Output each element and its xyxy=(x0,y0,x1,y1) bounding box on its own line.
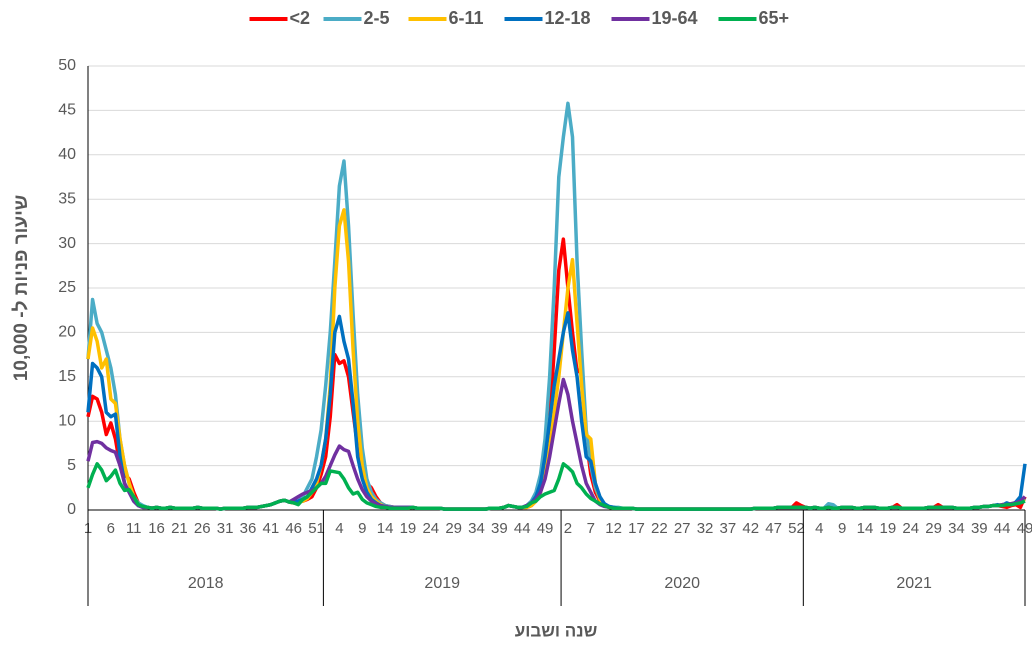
x-tick-label: 16 xyxy=(148,520,165,537)
x-tick-label: 22 xyxy=(651,520,668,537)
x-tick-label: 24 xyxy=(422,520,439,537)
x-tick-label: 46 xyxy=(285,520,302,537)
year-label: 2018 xyxy=(188,575,224,592)
x-axis-title: שנה ושבוע xyxy=(515,621,598,640)
y-tick-label: 5 xyxy=(67,457,76,474)
x-tick-label: 19 xyxy=(880,520,897,537)
y-tick-label: 30 xyxy=(58,235,76,252)
legend-label: 19-64 xyxy=(652,8,698,28)
x-tick-label: 31 xyxy=(217,520,234,537)
x-tick-label: 47 xyxy=(765,520,782,537)
series-line xyxy=(86,462,1026,511)
x-tick-label: 34 xyxy=(948,520,965,537)
x-tick-label: 27 xyxy=(674,520,691,537)
x-tick-label: 14 xyxy=(857,520,874,537)
x-tick-label: 4 xyxy=(335,520,343,537)
year-label: 2019 xyxy=(424,575,460,592)
x-tick-label: 44 xyxy=(514,520,531,537)
y-axis-title: שיעור פניות ל- 10,000 xyxy=(11,195,32,381)
legend-label: 12-18 xyxy=(545,8,591,28)
x-tick-label: 44 xyxy=(994,520,1011,537)
year-label: 2020 xyxy=(664,575,700,592)
year-label: 2021 xyxy=(896,575,932,592)
x-tick-label: 49 xyxy=(537,520,554,537)
legend-label: 2-5 xyxy=(364,8,390,28)
x-tick-label: 36 xyxy=(240,520,257,537)
x-tick-label: 51 xyxy=(308,520,325,537)
x-tick-label: 9 xyxy=(358,520,366,537)
y-tick-label: 20 xyxy=(58,324,76,341)
y-tick-label: 45 xyxy=(58,102,76,119)
x-tick-label: 32 xyxy=(697,520,714,537)
x-tick-label: 39 xyxy=(491,520,508,537)
x-tick-label: 41 xyxy=(262,520,279,537)
y-tick-label: 10 xyxy=(58,412,76,429)
x-tick-label: 6 xyxy=(107,520,115,537)
y-tick-label: 0 xyxy=(67,501,76,518)
x-tick-label: 34 xyxy=(468,520,485,537)
y-tick-label: 50 xyxy=(58,57,76,74)
x-tick-label: 26 xyxy=(194,520,211,537)
x-tick-label: 39 xyxy=(971,520,988,537)
legend-label: 65+ xyxy=(759,8,790,28)
x-tick-label: 14 xyxy=(377,520,394,537)
x-tick-label: 21 xyxy=(171,520,188,537)
legend-label: 6-11 xyxy=(449,8,484,28)
x-tick-label: 29 xyxy=(925,520,942,537)
x-tick-label: 2 xyxy=(564,520,572,537)
x-tick-label: 9 xyxy=(838,520,846,537)
x-tick-label: 11 xyxy=(126,520,142,537)
legend-label: <2 xyxy=(290,8,311,28)
x-tick-label: 29 xyxy=(445,520,462,537)
x-tick-label: 17 xyxy=(628,520,645,537)
y-tick-label: 35 xyxy=(58,190,76,207)
x-tick-label: 4 xyxy=(815,520,823,537)
x-tick-label: 12 xyxy=(605,520,622,537)
y-tick-label: 40 xyxy=(58,146,76,163)
x-tick-label: 42 xyxy=(742,520,759,537)
x-tick-label: 19 xyxy=(400,520,417,537)
x-tick-label: 52 xyxy=(788,520,805,537)
x-tick-label: 7 xyxy=(587,520,595,537)
x-tick-label: 49 xyxy=(1017,520,1032,537)
x-tick-label: 24 xyxy=(902,520,919,537)
y-tick-label: 25 xyxy=(58,279,76,296)
x-tick-label: 37 xyxy=(720,520,737,537)
y-tick-label: 15 xyxy=(58,368,76,385)
